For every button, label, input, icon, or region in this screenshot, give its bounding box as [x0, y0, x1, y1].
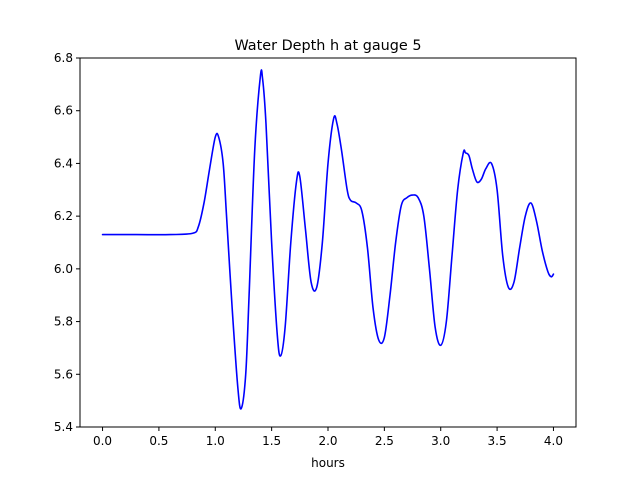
x-tick-label: 0.5: [149, 434, 168, 448]
y-tick-label: 6.0: [54, 262, 73, 276]
axis-ticks: 0.0 0.5 1.0 1.5 2.0 2.5 3.0 3.5 4.0 5.4 5.6 5.8 6.0 6…: [54, 51, 563, 448]
y-tick-label: 6.4: [54, 156, 73, 170]
x-tick-label: 2.5: [375, 434, 394, 448]
x-tick-label: 3.5: [488, 434, 507, 448]
x-axis-label: hours: [311, 456, 345, 470]
plot-area: [101, 69, 555, 410]
y-tick-label: 6.8: [54, 51, 73, 65]
y-tick-label: 5.6: [54, 367, 73, 381]
x-tick-label: 3.0: [431, 434, 450, 448]
x-tick-label: 0.0: [93, 434, 112, 448]
x-tick-label: 1.5: [262, 434, 281, 448]
y-tick-label: 5.8: [54, 315, 73, 329]
chart-title: Water Depth h at gauge 5: [234, 38, 421, 54]
plot-frame: [79, 57, 577, 428]
x-tick-label: 1.0: [206, 434, 225, 448]
x-tick-label: 4.0: [544, 434, 563, 448]
y-tick-label: 6.2: [54, 209, 73, 223]
y-tick-label: 5.4: [54, 420, 73, 434]
series-line-0: [101, 69, 555, 410]
x-tick-label: 2.0: [318, 434, 337, 448]
y-tick-label: 6.6: [54, 104, 73, 118]
